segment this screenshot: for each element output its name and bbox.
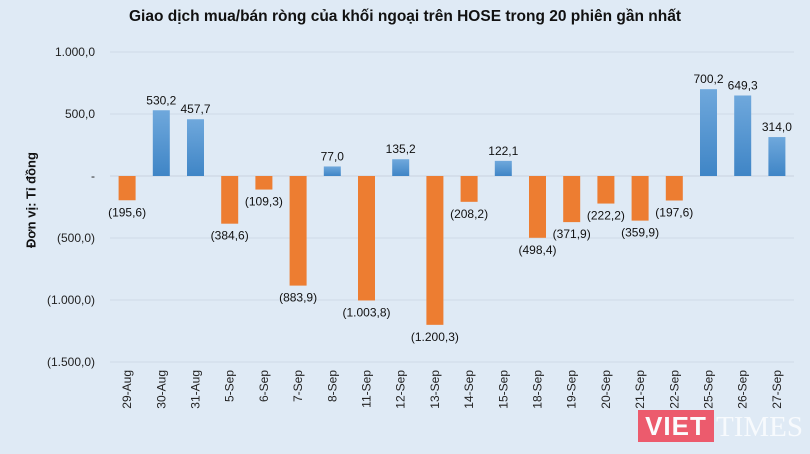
x-tick-label: 25-Sep	[702, 370, 716, 409]
x-tick-label: 21-Sep	[633, 370, 647, 409]
data-label: (371,9)	[553, 227, 591, 241]
x-tick-label: 30-Aug	[154, 370, 168, 409]
bar-26-Sep	[734, 95, 752, 176]
data-label: (384,6)	[211, 229, 249, 243]
data-label: 135,2	[386, 142, 416, 156]
bar-7-Sep	[289, 176, 307, 286]
data-label: (883,9)	[279, 291, 317, 305]
x-tick-label: 29-Aug	[120, 370, 134, 409]
bar-14-Sep	[460, 176, 478, 202]
data-label: 530,2	[146, 93, 176, 107]
data-label: (109,3)	[245, 195, 283, 209]
data-label: (498,4)	[518, 243, 556, 257]
x-tick-label: 31-Aug	[189, 370, 203, 409]
x-tick-label: 20-Sep	[599, 370, 613, 409]
x-tick-label: 5-Sep	[223, 370, 237, 402]
x-tick-label: 6-Sep	[257, 370, 271, 402]
x-tick-label: 14-Sep	[462, 370, 476, 409]
y-tick-label: -	[91, 169, 95, 183]
bar-12-Sep	[392, 159, 410, 176]
chart-title: Giao dịch mua/bán ròng của khối ngoại tr…	[128, 8, 682, 25]
bar-15-Sep	[494, 160, 512, 176]
data-label: (359,9)	[621, 226, 659, 240]
data-label: (208,2)	[450, 207, 488, 221]
data-label: 649,3	[728, 78, 758, 92]
x-tick-label: 11-Sep	[360, 370, 374, 408]
data-label: (1.200,3)	[411, 330, 459, 344]
data-label: (197,6)	[655, 206, 693, 220]
x-tick-label: 18-Sep	[531, 370, 545, 409]
bar-8-Sep	[323, 166, 341, 176]
y-tick-label: (500,0)	[57, 231, 95, 245]
bar-18-Sep	[529, 176, 546, 238]
x-tick-label: 8-Sep	[325, 370, 339, 402]
data-label: 457,7	[180, 102, 210, 116]
bar-11-Sep	[358, 176, 375, 301]
data-label: (222,2)	[587, 209, 625, 223]
bar-22-Sep	[665, 176, 683, 201]
bar-21-Sep	[631, 176, 649, 221]
data-label: 314,0	[762, 120, 792, 134]
logo-times: TIMES	[716, 411, 803, 443]
data-label: (195,6)	[108, 205, 146, 219]
bar-5-Sep	[221, 176, 239, 224]
bar-31-Aug	[187, 119, 204, 176]
x-tick-label: 12-Sep	[394, 370, 408, 409]
data-label: 700,2	[693, 72, 723, 86]
y-tick-label: 1.000,0	[55, 45, 95, 59]
x-tick-label: 19-Sep	[565, 370, 579, 409]
x-tick-label: 26-Sep	[736, 370, 750, 409]
bar-20-Sep	[597, 176, 615, 204]
x-tick-label: 22-Sep	[667, 370, 681, 409]
data-label: 77,0	[321, 149, 345, 163]
bar-27-Sep	[768, 137, 786, 176]
bar-6-Sep	[255, 176, 273, 190]
bar-30-Aug	[152, 110, 170, 176]
x-tick-label: 15-Sep	[496, 370, 510, 409]
x-tick-label: 13-Sep	[428, 370, 442, 409]
x-tick-label: 27-Sep	[770, 370, 784, 409]
bar-13-Sep	[426, 176, 444, 325]
logo-viet: VIET	[638, 410, 714, 442]
bar-29-Aug	[118, 176, 136, 201]
bar-19-Sep	[563, 176, 581, 223]
y-tick-label: (1.000,0)	[47, 293, 95, 307]
data-label: 122,1	[488, 144, 518, 158]
x-tick-label: 7-Sep	[291, 370, 305, 402]
y-tick-label: (1.500,0)	[47, 355, 95, 369]
bar-25-Sep	[700, 89, 717, 176]
y-tick-label: 500,0	[65, 107, 95, 121]
data-label: (1.003,8)	[342, 305, 390, 319]
